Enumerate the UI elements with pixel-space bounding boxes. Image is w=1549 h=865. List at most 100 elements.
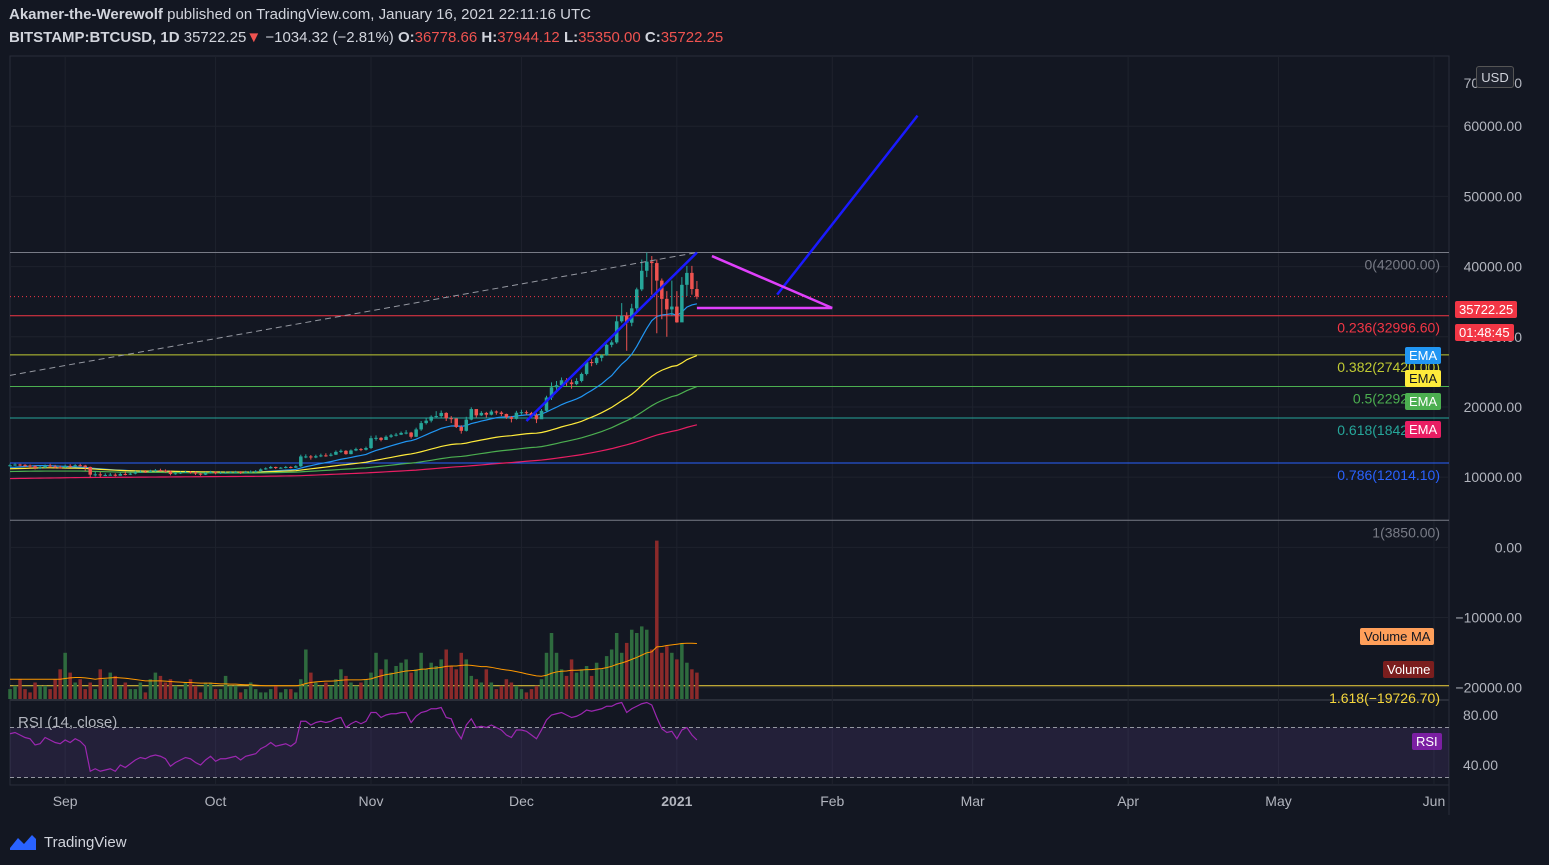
candle-body[interactable]	[233, 471, 238, 473]
candle-body[interactable]	[93, 474, 97, 476]
candle-body[interactable]	[554, 385, 559, 388]
ema-tag-green[interactable]: EMA	[1405, 393, 1442, 410]
ema-tag-pink[interactable]: EMA	[1405, 421, 1442, 438]
candle-body[interactable]	[464, 419, 469, 431]
candle-body[interactable]	[379, 437, 383, 440]
candle-body[interactable]	[655, 263, 659, 281]
candle-body[interactable]	[494, 411, 499, 413]
candle-body[interactable]	[138, 471, 143, 473]
candle-body[interactable]	[459, 426, 464, 431]
candle-body[interactable]	[384, 436, 388, 440]
candle-body[interactable]	[599, 355, 604, 358]
candle-body[interactable]	[98, 474, 103, 476]
candle-body[interactable]	[223, 472, 228, 474]
candle-body[interactable]	[208, 471, 213, 473]
candle-body[interactable]	[128, 473, 133, 475]
candle-body[interactable]	[414, 429, 418, 437]
candle-body[interactable]	[294, 466, 298, 468]
candle-body[interactable]	[559, 380, 564, 386]
candle-body[interactable]	[434, 416, 438, 418]
candle-body[interactable]	[148, 470, 153, 472]
candle-body[interactable]	[529, 412, 534, 416]
candle-body[interactable]	[63, 465, 67, 468]
candle-body[interactable]	[409, 432, 413, 437]
candle-body[interactable]	[685, 272, 689, 285]
candle-body[interactable]	[213, 471, 218, 474]
candle-body[interactable]	[243, 471, 248, 473]
candle-body[interactable]	[374, 437, 378, 439]
candle-body[interactable]	[48, 465, 52, 467]
candle-body[interactable]	[634, 289, 639, 309]
candle-body[interactable]	[504, 413, 509, 418]
candle-body[interactable]	[549, 387, 554, 398]
candle-body[interactable]	[248, 471, 253, 473]
currency-badge[interactable]: USD	[1476, 66, 1514, 88]
candle-body[interactable]	[198, 473, 203, 475]
candle-body[interactable]	[604, 344, 609, 356]
candle-body[interactable]	[83, 465, 87, 467]
candle-body[interactable]	[665, 298, 669, 310]
candle-body[interactable]	[359, 449, 363, 451]
candle-body[interactable]	[479, 412, 484, 416]
candle-body[interactable]	[650, 261, 654, 264]
candle-body[interactable]	[589, 362, 594, 364]
candle-body[interactable]	[228, 472, 233, 474]
candle-body[interactable]	[78, 465, 82, 467]
candle-body[interactable]	[624, 315, 629, 323]
candle-body[interactable]	[23, 464, 27, 466]
candle-body[interactable]	[123, 473, 128, 475]
candle-body[interactable]	[284, 466, 288, 468]
candle-body[interactable]	[193, 472, 198, 474]
candle-body[interactable]	[183, 471, 188, 473]
candle-body[interactable]	[68, 465, 72, 467]
candle-body[interactable]	[38, 467, 42, 469]
candle-body[interactable]	[329, 454, 333, 456]
candle-body[interactable]	[660, 280, 664, 299]
candle-body[interactable]	[399, 432, 403, 435]
candle-body[interactable]	[268, 466, 273, 469]
candle-body[interactable]	[43, 465, 47, 468]
symbol-label[interactable]: BITSTAMP:BTCUSD, 1D	[9, 29, 180, 46]
candle-body[interactable]	[158, 470, 163, 472]
candle-body[interactable]	[364, 448, 368, 450]
candle-body[interactable]	[118, 473, 123, 476]
candle-body[interactable]	[569, 382, 574, 385]
candle-body[interactable]	[28, 465, 32, 467]
candle-body[interactable]	[690, 272, 694, 290]
candle-body[interactable]	[258, 469, 263, 472]
candle-body[interactable]	[178, 472, 183, 474]
candle-body[interactable]	[544, 397, 549, 411]
candle-body[interactable]	[203, 472, 208, 475]
candle-body[interactable]	[238, 471, 243, 473]
author-name[interactable]: Akamer-the-Werewolf	[9, 6, 163, 23]
candle-body[interactable]	[499, 412, 504, 414]
candle-body[interactable]	[299, 456, 303, 467]
candle-body[interactable]	[153, 470, 158, 472]
candle-body[interactable]	[514, 412, 519, 419]
candle-body[interactable]	[349, 450, 353, 455]
candle-body[interactable]	[670, 306, 674, 310]
candle-body[interactable]	[88, 466, 92, 475]
candle-body[interactable]	[108, 474, 113, 476]
candle-body[interactable]	[429, 416, 433, 421]
candle-body[interactable]	[354, 449, 358, 451]
candle-body[interactable]	[263, 468, 268, 470]
candle-body[interactable]	[339, 450, 343, 452]
candle-body[interactable]	[369, 438, 373, 449]
flag-pole-line[interactable]	[525, 251, 698, 422]
candle-body[interactable]	[640, 270, 644, 290]
candle-body[interactable]	[534, 415, 539, 420]
tradingview-footer[interactable]: TradingView	[8, 830, 127, 854]
candle-body[interactable]	[394, 434, 398, 436]
candle-body[interactable]	[188, 471, 193, 473]
candle-body[interactable]	[419, 423, 423, 430]
candle-body[interactable]	[8, 465, 12, 467]
candle-body[interactable]	[163, 470, 168, 472]
candle-body[interactable]	[484, 412, 489, 415]
candle-body[interactable]	[424, 420, 428, 424]
candle-body[interactable]	[273, 466, 278, 469]
ema-tag-blue[interactable]: EMA	[1405, 347, 1442, 364]
candle-body[interactable]	[314, 456, 318, 458]
candle-body[interactable]	[454, 418, 458, 427]
